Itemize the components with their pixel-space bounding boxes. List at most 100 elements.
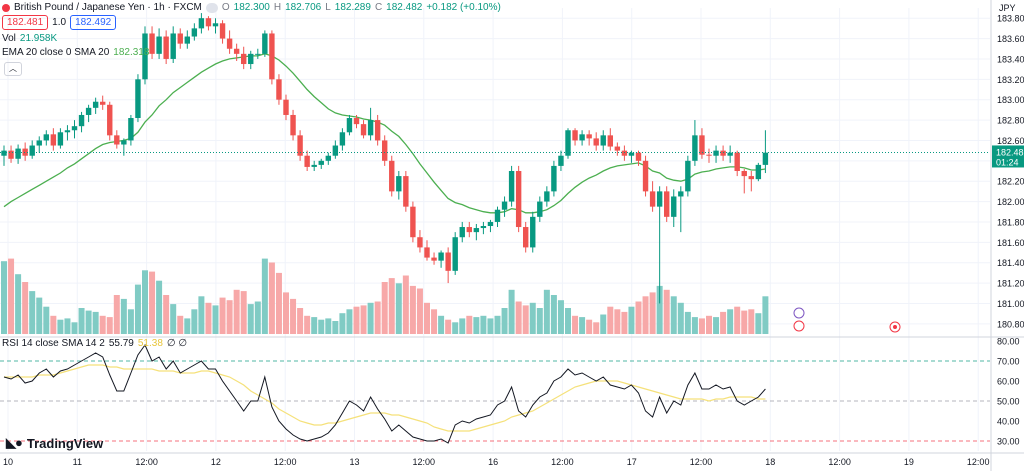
volume-bar [501, 308, 508, 334]
volume-bar [741, 310, 748, 334]
volume-bar [438, 315, 445, 334]
collapse-legend-button[interactable]: ︿ [4, 62, 22, 76]
price-badge-countdown: 01:24 [996, 157, 1019, 167]
candle-body [614, 146, 621, 151]
rsi-tick-label: 70.00 [997, 357, 1020, 367]
ema-series-line [3, 53, 766, 214]
volume-bar [755, 313, 762, 334]
candle-body [551, 165, 557, 192]
rsi-value: 55.79 [108, 338, 134, 349]
volume-bar [184, 318, 191, 334]
candle-body [135, 79, 141, 119]
volume-bar [727, 309, 734, 334]
volume-bar [395, 283, 402, 334]
volume-bar [473, 317, 480, 334]
time-tick-label: 13 [349, 457, 359, 467]
volume-bar [92, 311, 99, 334]
sell-button[interactable]: 182.481 [2, 15, 49, 30]
candle-body [501, 201, 508, 210]
close-label: C [374, 2, 383, 13]
volume-bar [543, 289, 550, 334]
volume-bar [565, 308, 571, 334]
candle-body [607, 135, 613, 147]
candle-body [64, 130, 71, 133]
symbol-flag-icon [2, 3, 10, 12]
volume-bar [127, 309, 134, 334]
volume-bar [149, 271, 156, 334]
high-value: 182.706 [285, 2, 322, 13]
volume-bar [445, 319, 452, 334]
candle-body [389, 160, 395, 192]
price-badge-value: 182.482 [996, 147, 1024, 157]
candle-body [226, 38, 233, 49]
time-tick-label: 12:00 [828, 457, 851, 467]
price-tick-label: 181.000 [997, 299, 1024, 309]
symbol-title[interactable]: British Pound / Japanese Yen · 1h · FXCM [14, 2, 202, 13]
volume-bar [29, 291, 36, 334]
volume-bar [734, 306, 741, 334]
volume-bar [487, 318, 494, 334]
volume-label[interactable]: Vol [2, 33, 16, 44]
price-tick-label: 181.400 [997, 258, 1024, 268]
price-tick-label: 182.800 [997, 116, 1024, 126]
candle-body [628, 152, 635, 156]
volume-bar [663, 289, 670, 334]
volume-bar [177, 315, 184, 334]
candle-body [530, 216, 536, 248]
rsi-label[interactable]: RSI 14 close SMA 14 2 [2, 338, 105, 349]
candle-body [382, 140, 388, 161]
candle-body [57, 132, 64, 146]
candle-body [241, 53, 247, 65]
volume-bar [600, 314, 607, 334]
candle-body [219, 23, 226, 39]
rsi-sma-value: 51.38 [137, 338, 163, 349]
candle-body [565, 130, 571, 156]
candle-body [92, 101, 99, 108]
volume-bar [621, 311, 628, 334]
ema-label[interactable]: EMA 20 close 0 SMA 20 [2, 47, 110, 58]
time-tick-label: 12:00 [967, 457, 990, 467]
candle-body [508, 171, 515, 202]
candle-body [367, 120, 374, 136]
volume-bar [494, 315, 501, 334]
price-tick-label: 183.000 [997, 95, 1024, 105]
candle-body [283, 99, 289, 115]
candle-body [403, 176, 409, 207]
rsi-tick-label: 40.00 [997, 417, 1020, 427]
candle-body [720, 150, 726, 156]
candle-body [664, 191, 670, 217]
open-value: 182.300 [233, 2, 270, 13]
candle-body [586, 134, 592, 139]
time-tick-label: 17 [627, 457, 637, 467]
candle-body [85, 107, 92, 115]
volume-bar [522, 305, 529, 334]
candle-body [149, 33, 155, 54]
volume-bar [261, 258, 268, 334]
candle-body [706, 154, 712, 156]
time-tick-label: 11 [73, 457, 82, 467]
volume-bar [290, 298, 297, 334]
tradingview-logo[interactable]: ◣● TradingView [6, 435, 103, 451]
candle-body [15, 148, 21, 159]
candle-body [537, 201, 543, 217]
rsi-extra-value: ∅ ∅ [166, 338, 188, 349]
price-tick-label: 183.400 [997, 54, 1024, 64]
grid [0, 8, 990, 451]
candle-body [142, 33, 148, 80]
candle-body [671, 196, 677, 217]
candle-body [558, 155, 564, 166]
volume-bar [219, 297, 226, 334]
volume-bar [367, 302, 374, 334]
open-label: O [221, 2, 230, 13]
volume-bar [670, 296, 677, 334]
price-tick-label: 182.000 [997, 197, 1024, 207]
volume-bar [586, 319, 593, 334]
candle-body [678, 191, 684, 197]
volume-bar [156, 280, 163, 334]
volume-bar [85, 310, 92, 334]
volume-bar [691, 317, 698, 334]
buy-button[interactable]: 182.492 [70, 15, 117, 30]
candlesticks [1, 13, 769, 304]
